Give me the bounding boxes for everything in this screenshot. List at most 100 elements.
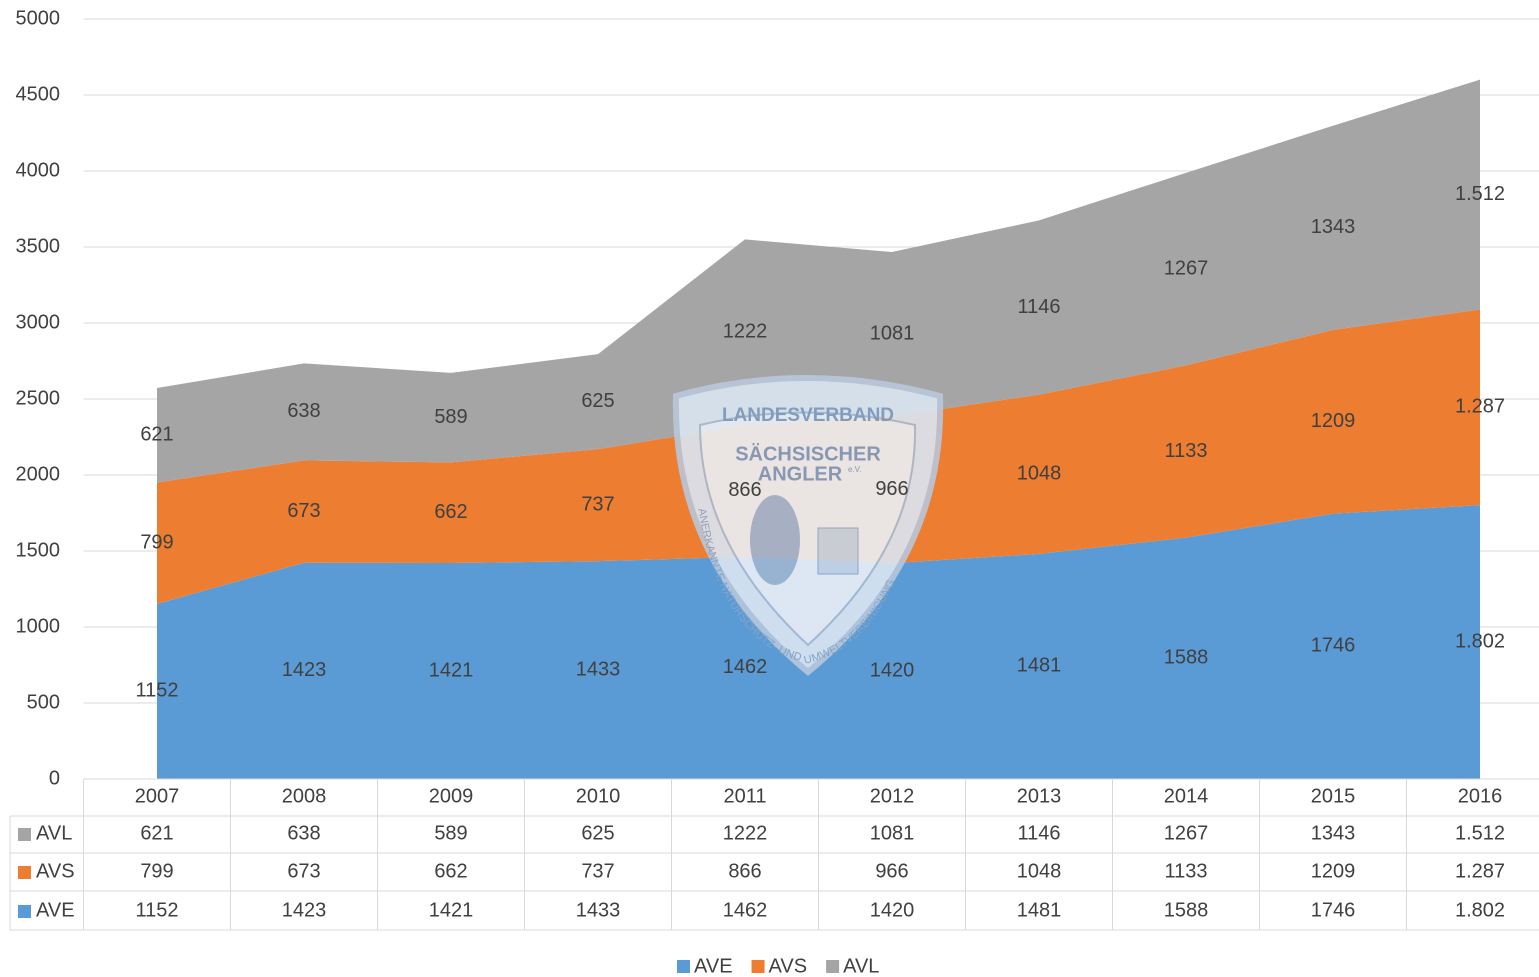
table-cell: 1746 bbox=[1311, 899, 1356, 921]
table-cell: 621 bbox=[140, 822, 173, 844]
legend-label: AVS bbox=[769, 955, 808, 977]
data-label: 1.802 bbox=[1455, 630, 1505, 652]
table-cell: 589 bbox=[434, 822, 467, 844]
y-tick-label: 4500 bbox=[16, 83, 61, 105]
x-tick-label: 2008 bbox=[282, 785, 327, 807]
table-cell: 1481 bbox=[1017, 899, 1062, 921]
legend-key bbox=[677, 960, 690, 973]
data-label: 662 bbox=[434, 501, 467, 523]
legend-label: AVL bbox=[843, 955, 879, 977]
data-label: 625 bbox=[581, 390, 614, 412]
x-tick-label: 2013 bbox=[1017, 785, 1062, 807]
legend-label: AVE bbox=[694, 955, 733, 977]
table-cell: 1433 bbox=[576, 899, 621, 921]
table-cell: 1343 bbox=[1311, 822, 1356, 844]
x-tick-label: 2011 bbox=[723, 785, 766, 807]
table-cell: 1133 bbox=[1164, 860, 1207, 882]
table-cell: 673 bbox=[287, 860, 320, 882]
table-cell: 966 bbox=[875, 860, 908, 882]
data-label: 1222 bbox=[723, 321, 768, 343]
table-cell: 1209 bbox=[1311, 860, 1356, 882]
logo-text: SÄCHSISCHER bbox=[735, 442, 881, 465]
table-cell: 1146 bbox=[1017, 822, 1060, 844]
data-label: 866 bbox=[728, 479, 761, 501]
y-tick-label: 2500 bbox=[16, 387, 61, 409]
x-tick-label: 2009 bbox=[429, 785, 474, 807]
data-label: 1433 bbox=[576, 658, 621, 680]
table-cell: 1.512 bbox=[1455, 822, 1505, 844]
data-label: 1421 bbox=[429, 659, 474, 681]
data-label: 799 bbox=[140, 531, 173, 553]
data-label: 1343 bbox=[1311, 216, 1356, 238]
x-tick-label: 2007 bbox=[135, 785, 180, 807]
y-tick-label: 5000 bbox=[16, 7, 61, 29]
table-legend-key bbox=[18, 866, 31, 879]
table-cell: 662 bbox=[434, 860, 467, 882]
data-label: 1588 bbox=[1164, 647, 1209, 669]
table-cell: 1048 bbox=[1017, 860, 1062, 882]
data-label: 1267 bbox=[1164, 257, 1209, 279]
x-tick-label: 2012 bbox=[870, 785, 915, 807]
table-cell: 737 bbox=[581, 860, 614, 882]
data-label: 1146 bbox=[1017, 296, 1060, 318]
data-label: 1.287 bbox=[1455, 396, 1505, 418]
y-tick-label: 2000 bbox=[16, 463, 61, 485]
table-cell: 1462 bbox=[723, 899, 768, 921]
table-cell: 1423 bbox=[282, 899, 327, 921]
table-cell: 1420 bbox=[870, 899, 915, 921]
logo-crest bbox=[818, 528, 858, 574]
y-tick-label: 1500 bbox=[16, 539, 61, 561]
logo-text: e.V. bbox=[848, 465, 862, 474]
table-cell: 1588 bbox=[1164, 899, 1209, 921]
chart: LANDESVERBAND SÄCHSISCHER ANGLER e.V. AN… bbox=[0, 0, 1539, 977]
x-tick-label: 2014 bbox=[1164, 785, 1209, 807]
data-label: 737 bbox=[581, 493, 614, 515]
data-label: 1.512 bbox=[1455, 183, 1505, 205]
table-row-label: AVS bbox=[36, 860, 75, 882]
y-tick-label: 3000 bbox=[16, 311, 61, 333]
table-row-label: AVL bbox=[36, 822, 72, 844]
x-tick-label: 2010 bbox=[576, 785, 621, 807]
logo-text: LANDESVERBAND bbox=[722, 405, 894, 426]
x-tick-label: 2016 bbox=[1458, 785, 1503, 807]
data-label: 673 bbox=[287, 500, 320, 522]
table-cell: 799 bbox=[140, 860, 173, 882]
table-cell: 1081 bbox=[870, 822, 915, 844]
data-label: 966 bbox=[875, 478, 908, 500]
table-cell: 1222 bbox=[723, 822, 768, 844]
legend-key bbox=[752, 960, 765, 973]
data-label: 1048 bbox=[1017, 463, 1062, 485]
data-label: 1462 bbox=[723, 656, 768, 678]
data-label: 1209 bbox=[1311, 410, 1356, 432]
table-legend-key bbox=[18, 905, 31, 918]
y-tick-label: 0 bbox=[49, 767, 60, 789]
data-label: 1133 bbox=[1164, 440, 1207, 462]
table-cell: 866 bbox=[728, 860, 761, 882]
table-cell: 1267 bbox=[1164, 822, 1209, 844]
logo-fish bbox=[750, 495, 800, 585]
x-tick-label: 2015 bbox=[1311, 785, 1356, 807]
table-legend-key bbox=[18, 828, 31, 841]
table-cell: 638 bbox=[287, 822, 320, 844]
data-label: 638 bbox=[287, 400, 320, 422]
legend-key bbox=[826, 960, 839, 973]
data-label: 1152 bbox=[135, 680, 178, 702]
logo-text: ANGLER bbox=[758, 463, 843, 485]
y-tick-label: 1000 bbox=[16, 615, 61, 637]
data-label: 1746 bbox=[1311, 635, 1356, 657]
data-label: 1081 bbox=[870, 322, 915, 344]
table-cell: 625 bbox=[581, 822, 614, 844]
table-cell: 1.287 bbox=[1455, 860, 1505, 882]
y-tick-label: 3500 bbox=[16, 235, 61, 257]
data-label: 1423 bbox=[282, 659, 327, 681]
y-tick-label: 500 bbox=[27, 691, 60, 713]
table-row-label: AVE bbox=[36, 899, 75, 921]
table-cell: 1.802 bbox=[1455, 899, 1505, 921]
data-label: 589 bbox=[434, 406, 467, 428]
data-label: 1481 bbox=[1017, 655, 1062, 677]
table-cell: 1152 bbox=[135, 899, 178, 921]
y-tick-label: 4000 bbox=[16, 159, 61, 181]
table-cell: 1421 bbox=[429, 899, 474, 921]
data-label: 1420 bbox=[870, 659, 915, 681]
data-label: 621 bbox=[140, 424, 173, 446]
